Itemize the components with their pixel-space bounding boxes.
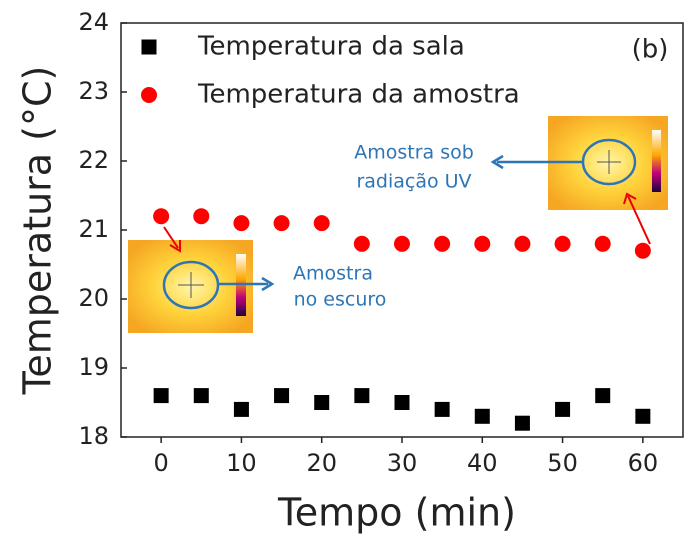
point <box>635 243 651 259</box>
y-tick-label: 19 <box>78 353 109 381</box>
x-tick-label: 30 <box>387 449 418 477</box>
annotation: no escuro <box>294 289 387 311</box>
point <box>154 388 169 403</box>
y-tick-label: 18 <box>78 422 109 450</box>
y-tick-label: 21 <box>78 215 109 243</box>
legend-label: Temperatura da sala <box>197 32 465 62</box>
point <box>474 236 490 252</box>
point <box>635 409 650 424</box>
annotation: radiação UV <box>356 171 471 193</box>
y-tick-label: 23 <box>78 77 109 105</box>
point <box>354 388 369 403</box>
y-tick-label: 20 <box>78 284 109 312</box>
point <box>395 395 410 410</box>
point <box>434 236 450 252</box>
point <box>194 388 209 403</box>
point <box>555 236 571 252</box>
point <box>274 215 290 231</box>
page: Tempo (min) Temperatura (°C) (b) Amostra… <box>0 0 689 538</box>
x-tick-label: 40 <box>467 449 498 477</box>
y-tick-label: 24 <box>78 8 109 36</box>
point <box>274 388 289 403</box>
point <box>514 236 530 252</box>
legend-marker <box>142 40 157 55</box>
thermal-image-dark <box>128 227 272 333</box>
point <box>234 402 249 417</box>
x-axis-label: Tempo (min) <box>277 491 516 535</box>
point <box>595 388 610 403</box>
y-axis-label: Temperatura (°C) <box>16 66 60 396</box>
point <box>314 215 330 231</box>
point <box>354 236 370 252</box>
point <box>394 236 410 252</box>
x-tick-label: 60 <box>628 449 659 477</box>
x-tick-label: 0 <box>154 449 169 477</box>
point <box>555 402 570 417</box>
annotation: Amostra <box>293 263 373 285</box>
point <box>193 208 209 224</box>
point <box>153 208 169 224</box>
chart: Tempo (min) Temperatura (°C) (b) Amostra… <box>0 0 689 538</box>
annotation: Amostra sob <box>354 142 474 164</box>
point <box>515 416 530 431</box>
point <box>435 402 450 417</box>
panel-label: (b) <box>632 35 669 65</box>
point <box>233 215 249 231</box>
x-tick-label: 20 <box>306 449 337 477</box>
legend-marker <box>141 87 157 103</box>
x-tick-label: 50 <box>547 449 578 477</box>
point <box>475 409 490 424</box>
point <box>595 236 611 252</box>
thermal-image-uv <box>493 116 668 244</box>
point <box>314 395 329 410</box>
x-tick-label: 10 <box>226 449 257 477</box>
legend-label: Temperatura da amostra <box>197 80 520 110</box>
y-tick-label: 22 <box>78 146 109 174</box>
